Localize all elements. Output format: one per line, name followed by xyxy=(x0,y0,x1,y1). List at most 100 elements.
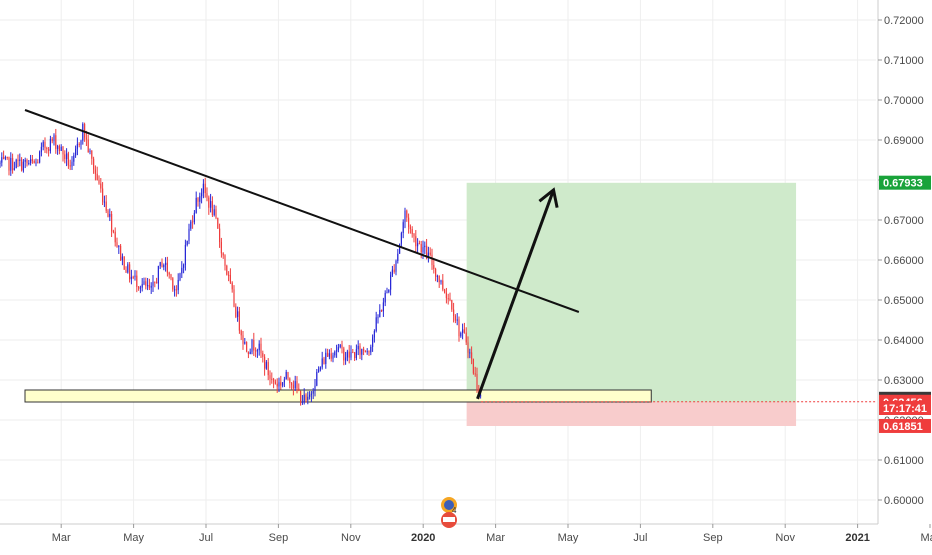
y-tick-label: 0.67000 xyxy=(884,215,924,227)
candle-body xyxy=(139,287,141,289)
candle-body xyxy=(105,201,107,211)
price-badge-bg xyxy=(879,418,931,433)
candle-body xyxy=(75,148,77,156)
candle-body xyxy=(31,159,33,161)
economic-event-icon[interactable]: 4 xyxy=(441,497,457,528)
candle-body xyxy=(316,371,318,386)
candle-body xyxy=(134,275,136,278)
candle-body xyxy=(291,383,293,386)
candle-body xyxy=(417,243,419,247)
candle-body xyxy=(388,289,390,293)
candle-body xyxy=(476,374,478,390)
candle-body xyxy=(303,394,305,402)
candle-body xyxy=(98,180,100,184)
candle-body xyxy=(449,298,451,301)
candle-body xyxy=(78,143,80,145)
candle-body xyxy=(463,329,465,333)
candle-body xyxy=(24,159,26,162)
candle-body xyxy=(174,289,176,291)
time-axis-bg xyxy=(0,524,932,550)
candle-body xyxy=(373,331,375,338)
x-tick-label: Jul xyxy=(633,532,647,544)
candle-body xyxy=(368,351,370,353)
candle-body xyxy=(431,254,433,266)
candle-body xyxy=(454,315,456,321)
y-tick-label: 0.71000 xyxy=(884,55,924,67)
candle-body xyxy=(44,141,46,149)
candle-body xyxy=(262,353,264,357)
candle-body xyxy=(213,209,215,216)
candle-body xyxy=(264,356,266,369)
candle-body xyxy=(379,309,381,318)
candle-body xyxy=(472,359,474,374)
candle-body xyxy=(442,280,444,290)
candle-body xyxy=(391,269,393,276)
candle-body xyxy=(48,149,50,151)
candle-body xyxy=(192,221,194,223)
x-tick-label: 2021 xyxy=(845,532,869,544)
candle-body xyxy=(440,280,442,283)
candle-body xyxy=(26,159,28,164)
candle-body xyxy=(255,350,257,352)
candle-body xyxy=(141,284,143,288)
candle-body xyxy=(186,240,188,245)
candle-body xyxy=(125,269,127,273)
candle-body xyxy=(294,381,296,389)
candle-body xyxy=(226,265,228,275)
forecast-arrow-head[interactable] xyxy=(538,187,559,208)
candle-body xyxy=(408,217,410,228)
candle-body xyxy=(57,146,59,149)
time-axis[interactable]: Mar May Jul Sep Nov 2020 Mar May Jul Sep Nov 2021 Ma… xyxy=(0,523,932,550)
candle-body xyxy=(220,242,222,254)
event-count: 4 xyxy=(452,506,457,515)
candle-body xyxy=(420,244,422,253)
drawings[interactable] xyxy=(24,109,580,400)
candle-body xyxy=(278,382,280,387)
y-tick-label: 0.60000 xyxy=(884,495,924,507)
target-zone xyxy=(466,182,797,402)
candle-body xyxy=(4,157,6,159)
candle-body xyxy=(228,274,230,276)
candle-body xyxy=(46,148,48,150)
x-tick-label: Jul xyxy=(199,532,213,544)
candle-body xyxy=(116,242,118,247)
trendline[interactable] xyxy=(24,109,580,313)
candle-body xyxy=(260,343,262,354)
candle-body xyxy=(215,209,217,218)
candle-body xyxy=(219,228,221,243)
candle-body xyxy=(37,162,39,164)
candle-body xyxy=(336,350,338,352)
candle-body xyxy=(267,362,269,376)
price-axis[interactable]: 0.720000.710000.700000.690000.680000.670… xyxy=(877,0,932,550)
candle-body xyxy=(251,340,253,352)
candle-body xyxy=(66,153,68,160)
candle-body xyxy=(42,141,44,147)
candle-body xyxy=(154,281,156,283)
candle-body xyxy=(112,231,114,233)
candle-body xyxy=(224,255,226,266)
candle-body xyxy=(276,383,278,387)
candle-body xyxy=(287,372,289,379)
candle-body xyxy=(15,159,17,169)
forecast-arrow[interactable] xyxy=(476,189,555,400)
price-badge-bg xyxy=(879,401,931,415)
y-tick-label: 0.65000 xyxy=(884,295,924,307)
candle-body xyxy=(156,282,158,284)
candle-body xyxy=(123,256,125,270)
candle-body xyxy=(381,309,383,312)
position-zones xyxy=(24,182,876,426)
candle-body xyxy=(188,228,190,241)
candle-body xyxy=(96,173,98,181)
candle-body xyxy=(444,289,446,293)
price-badge: 17:17:41 xyxy=(879,401,931,415)
candle-body xyxy=(229,275,231,283)
candle-body xyxy=(19,159,21,161)
stop-zone xyxy=(466,402,797,426)
candle-body xyxy=(375,317,377,332)
candle-body xyxy=(372,337,374,347)
candle-body xyxy=(298,388,300,391)
candle-body xyxy=(289,378,291,384)
candle-body xyxy=(319,367,321,370)
